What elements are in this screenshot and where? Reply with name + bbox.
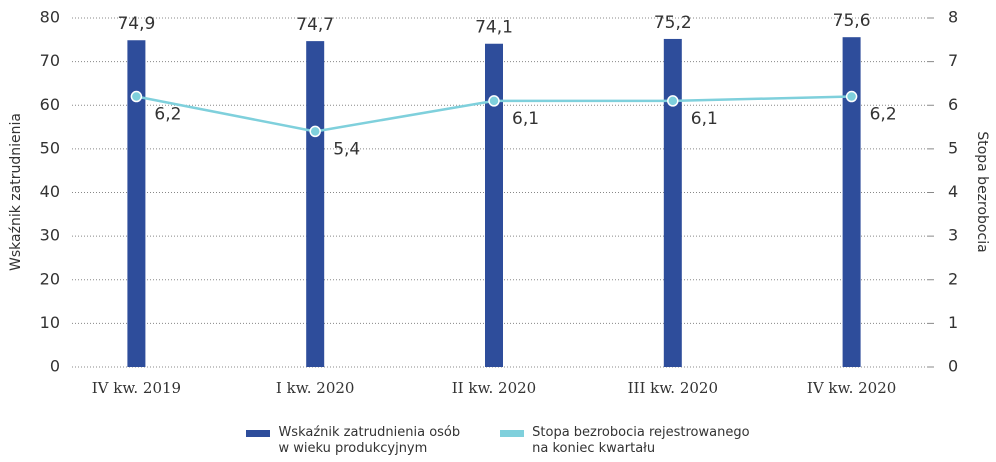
- bar: [842, 37, 861, 367]
- y2-tick-label: 6: [948, 95, 958, 114]
- y2-tick-label: 5: [948, 138, 958, 157]
- legend: Wskaźnik zatrudnienia osób w wieku produ…: [0, 425, 996, 457]
- x-tick-label: II kw. 2020: [452, 379, 536, 397]
- x-tick-label: I kw. 2020: [276, 379, 355, 397]
- line-label: 6,2: [154, 105, 181, 125]
- y-tick-label: 40: [40, 182, 60, 201]
- bar: [485, 43, 503, 368]
- y2-axis-label: Stopa bezrobocia: [974, 131, 990, 252]
- line-point: [488, 95, 500, 107]
- y2-tick-label: 3: [948, 226, 958, 245]
- y-tick-label: 30: [40, 226, 60, 245]
- y-tick-label: 10: [40, 313, 60, 332]
- x-tick-label: III kw. 2020: [628, 379, 718, 397]
- x-tick-label: IV kw. 2019: [92, 379, 181, 397]
- bar-label: 74,7: [296, 15, 334, 35]
- bar-label: 75,2: [654, 13, 692, 33]
- x-tick-label: IV kw. 2020: [807, 379, 896, 397]
- y2-tick-label: 4: [948, 182, 958, 201]
- line-point: [845, 90, 858, 103]
- legend-swatch: [500, 430, 525, 437]
- y-tick-label: 0: [50, 357, 60, 376]
- line-point: [309, 125, 321, 138]
- y-tick-label: 50: [40, 138, 60, 157]
- y-tick-label: 80: [40, 8, 60, 27]
- bar: [306, 41, 325, 368]
- chart: Wskaźnik zatrudnienia Stopa bezrobocia 0…: [8, 8, 990, 398]
- bar: [663, 38, 682, 367]
- line-label: 5,4: [333, 139, 360, 159]
- legend-label: Wskaźnik zatrudnienia osób w wieku produ…: [278, 425, 461, 456]
- legend-swatch: [246, 430, 271, 437]
- line-label: 6,1: [691, 109, 718, 129]
- legend-item: Wskaźnik zatrudnienia osób w wieku produ…: [246, 425, 460, 457]
- y-axis-label: Wskaźnik zatrudnienia: [8, 113, 24, 271]
- bar-label: 74,9: [117, 14, 155, 34]
- y-tick-label: 70: [40, 51, 60, 70]
- y2-tick-label: 2: [948, 269, 958, 288]
- y2-tick-label: 1: [948, 313, 958, 332]
- bar: [127, 40, 146, 367]
- line-point: [130, 90, 143, 103]
- line-point: [667, 95, 679, 107]
- bar-label: 75,6: [833, 11, 871, 31]
- y2-tick-label: 8: [948, 8, 958, 27]
- bar-label: 74,1: [475, 18, 513, 38]
- y2-tick-label: 7: [948, 51, 958, 70]
- line-label: 6,2: [870, 105, 897, 125]
- y-tick-label: 20: [40, 269, 60, 288]
- legend-item: Stopa bezrobocia rejestrowanego na konie…: [500, 425, 750, 457]
- line-label: 6,1: [512, 109, 539, 129]
- y2-tick-label: 0: [948, 357, 958, 376]
- y-tick-label: 60: [40, 95, 60, 114]
- legend-label: Stopa bezrobocia rejestrowanego na konie…: [532, 425, 750, 456]
